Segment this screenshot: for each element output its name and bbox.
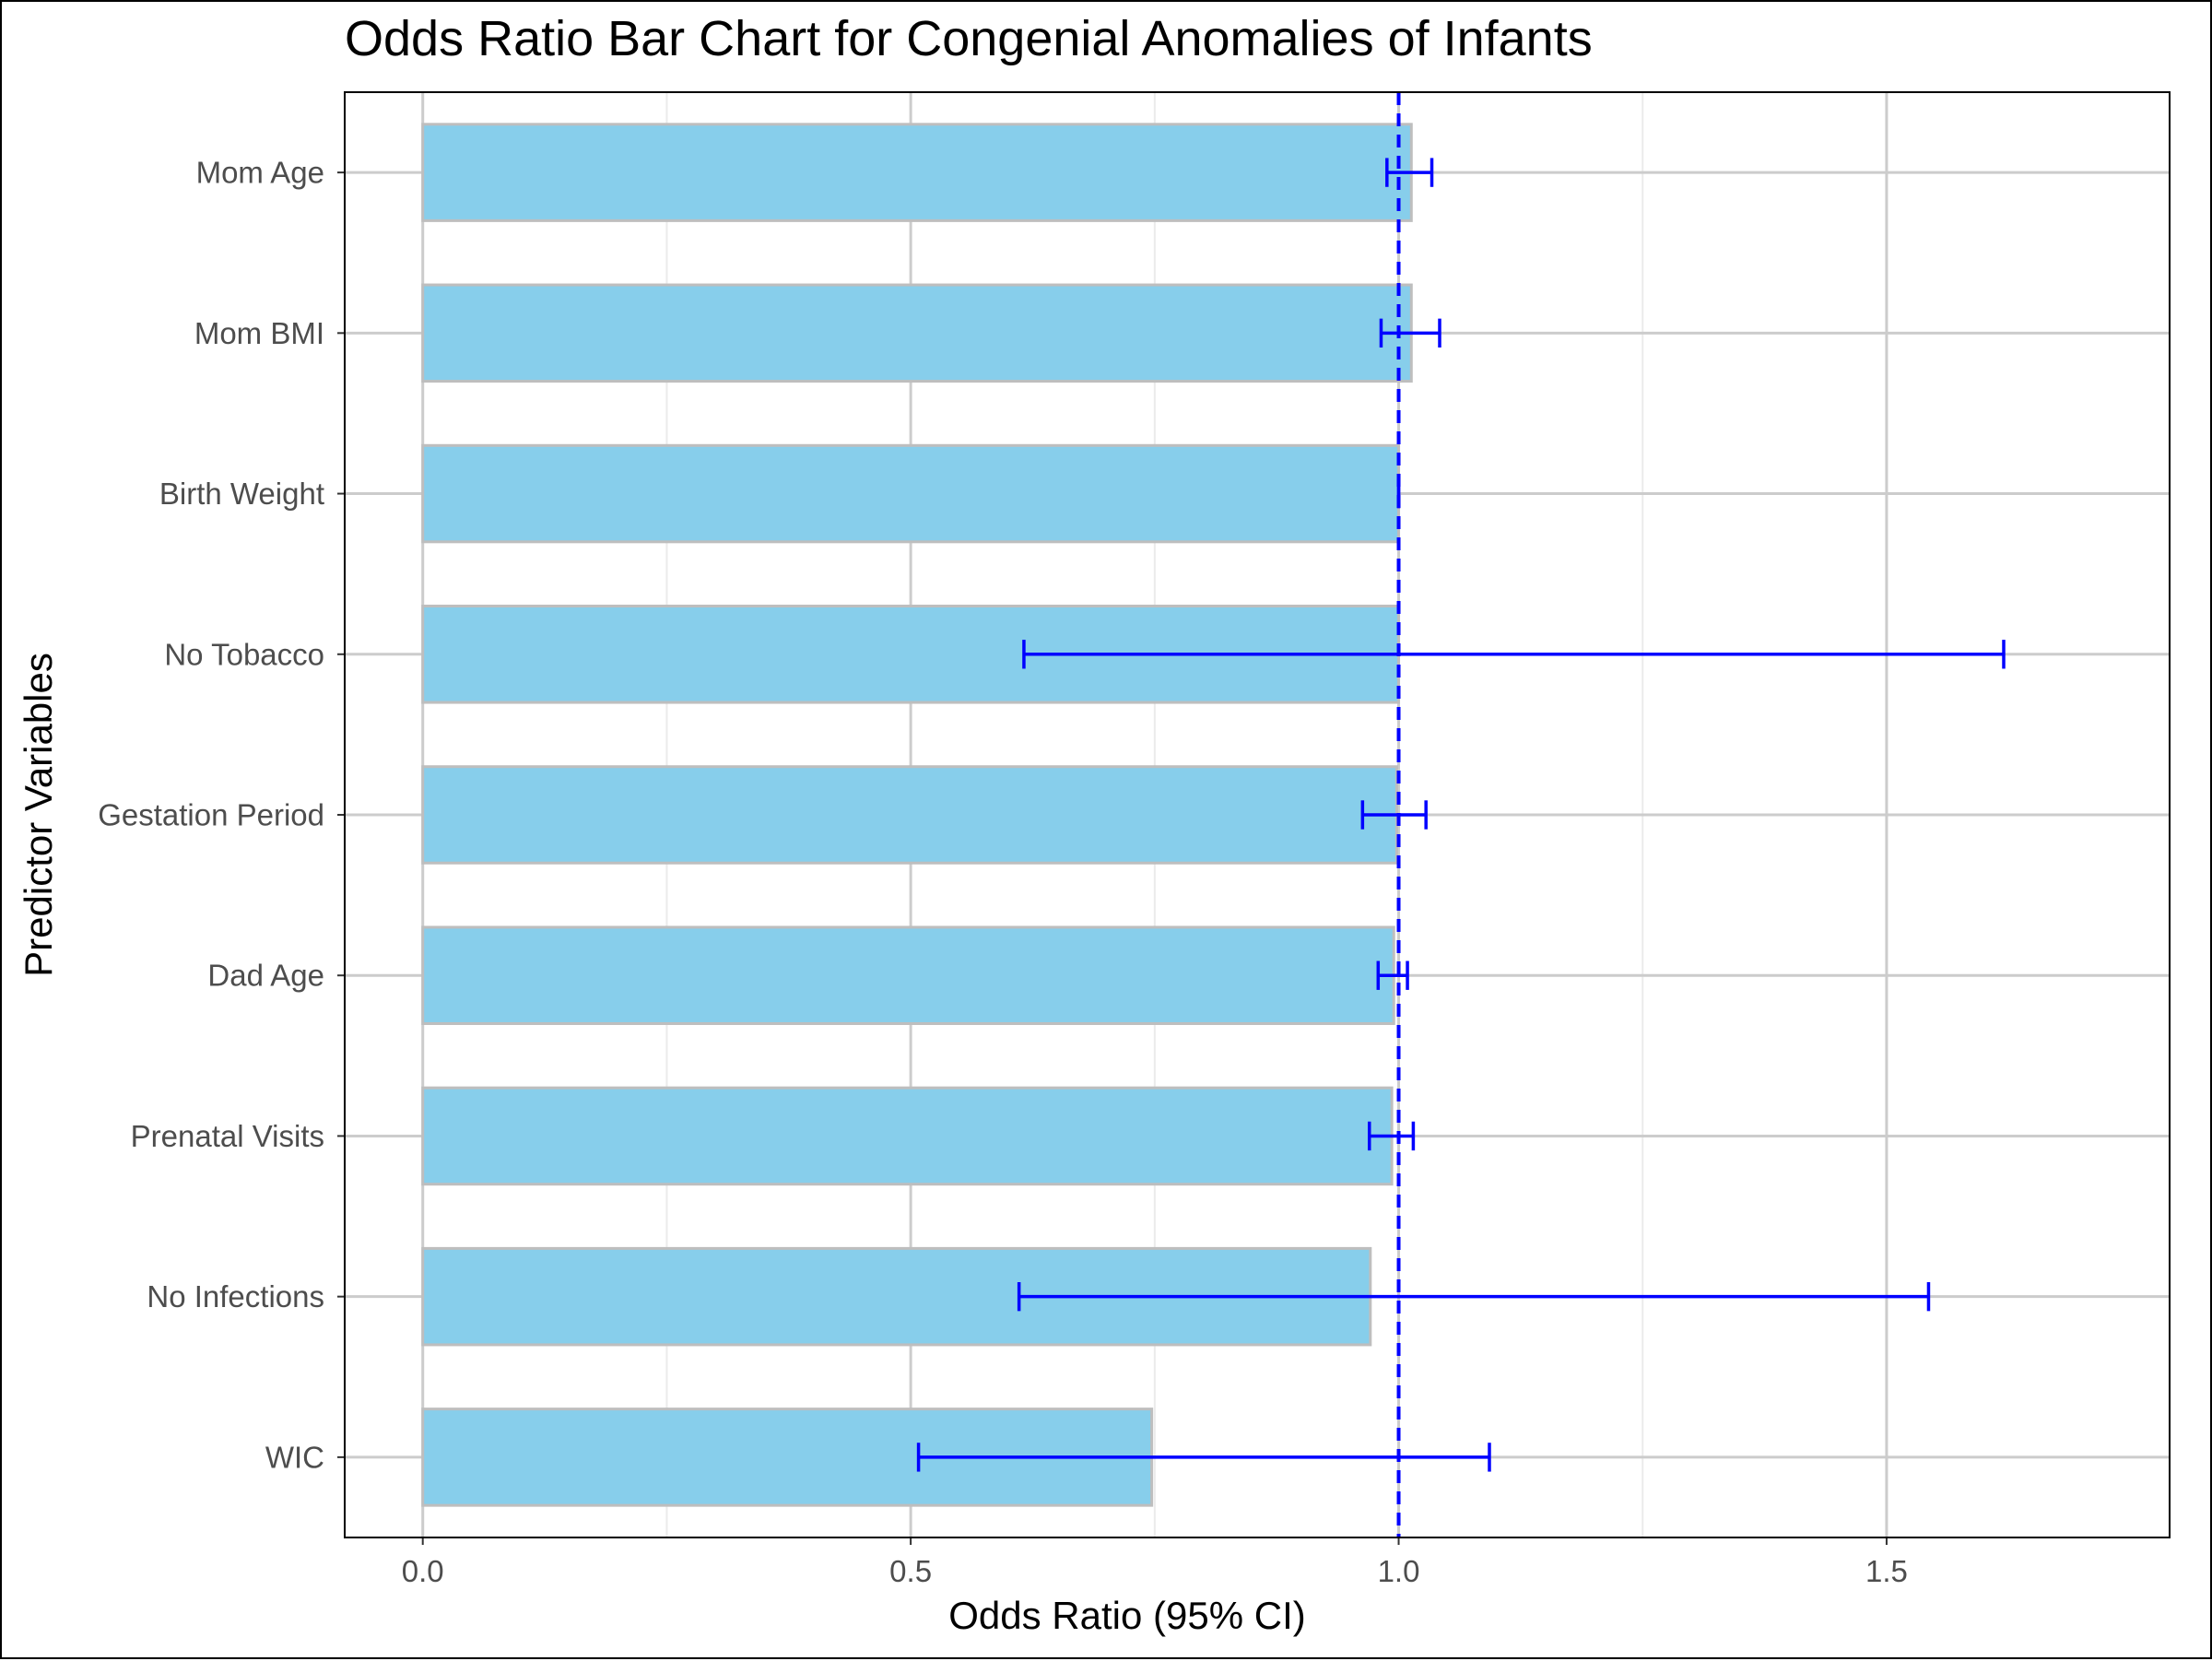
- bars: [421, 123, 1413, 1507]
- x-tick-label: 0.0: [402, 1554, 444, 1588]
- y-tick-label: No Infections: [147, 1279, 324, 1313]
- error-bar: [1376, 960, 1409, 990]
- y-tick-label: No Tobacco: [164, 637, 324, 671]
- bar: [421, 443, 1401, 544]
- x-tick-label: 1.0: [1378, 1554, 1420, 1588]
- error-bar: [1379, 318, 1441, 348]
- chart-title: Odds Ratio Bar Chart for Congenial Anoma…: [345, 11, 1593, 66]
- bar: [421, 123, 1413, 222]
- x-tick-label: 1.5: [1865, 1554, 1908, 1588]
- bar: [421, 1086, 1394, 1186]
- plot-panel-border: [344, 91, 2171, 1538]
- y-tick-label: Birth Weight: [159, 477, 324, 511]
- bar: [421, 925, 1395, 1025]
- bar: [421, 765, 1398, 865]
- y-tick-label: Prenatal Visits: [131, 1119, 324, 1153]
- y-tick-label: Mom BMI: [194, 316, 324, 350]
- error-bar: [1385, 158, 1434, 187]
- error-bar: [1368, 1121, 1416, 1151]
- y-axis-ticks: Mom Age Mom BMI Birth Weight No Tobacco Gest…: [98, 156, 344, 1474]
- x-axis-ticks: 0.0 0.5 1.0 1.5: [402, 1538, 1908, 1588]
- y-tick-label: Dad Age: [207, 959, 324, 993]
- y-axis-title: Predictor Variables: [17, 653, 60, 977]
- error-bar: [916, 1443, 1491, 1472]
- error-bar: [1022, 640, 2006, 669]
- error-bar: [1360, 800, 1428, 830]
- bar: [421, 1246, 1372, 1347]
- x-tick-label: 0.5: [889, 1554, 932, 1588]
- y-tick-label: Mom Age: [196, 156, 324, 190]
- x-axis-title: Odds Ratio (95% CI): [948, 1594, 1305, 1637]
- y-tick-label: WIC: [265, 1440, 324, 1474]
- error-bar: [1017, 1281, 1931, 1312]
- error-bars: [916, 158, 2006, 1472]
- y-tick-label: Gestation Period: [98, 798, 324, 832]
- bar: [421, 283, 1413, 383]
